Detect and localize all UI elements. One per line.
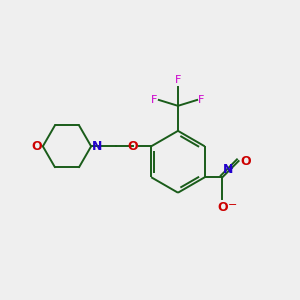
Text: F: F [175,75,181,85]
Text: N: N [92,140,103,153]
Text: O: O [31,140,42,153]
Text: +: + [226,164,233,172]
Text: N: N [223,164,234,176]
Text: F: F [198,95,205,105]
Text: F: F [151,95,158,105]
Text: −: − [228,200,237,210]
Text: O: O [127,140,138,153]
Text: O: O [240,154,251,167]
Text: O: O [217,201,228,214]
